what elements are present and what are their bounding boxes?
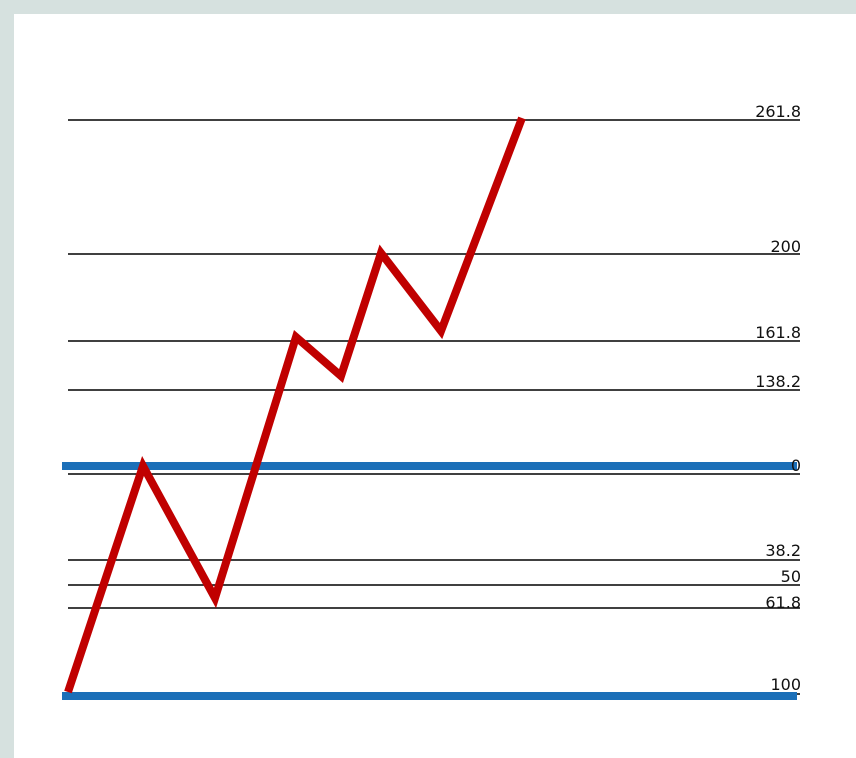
level-label-38-2: 38.2 — [765, 541, 801, 560]
price-zigzag-line — [64, 116, 526, 694]
fibonacci-chart: 261.8 200 161.8 138.2 0 38.2 50 61.8 100 — [62, 102, 801, 700]
level-label-138-2: 138.2 — [755, 372, 801, 391]
level-label-261-8: 261.8 — [755, 102, 801, 121]
level-label-161-8: 161.8 — [755, 323, 801, 342]
chart-canvas: 261.8 200 161.8 138.2 0 38.2 50 61.8 100 — [14, 14, 856, 758]
level-label-100: 100 — [770, 675, 801, 694]
level-label-200: 200 — [770, 237, 801, 256]
level-label-61-8: 61.8 — [765, 593, 801, 612]
level-label-0: 0 — [791, 456, 801, 475]
level-label-50: 50 — [781, 567, 801, 586]
